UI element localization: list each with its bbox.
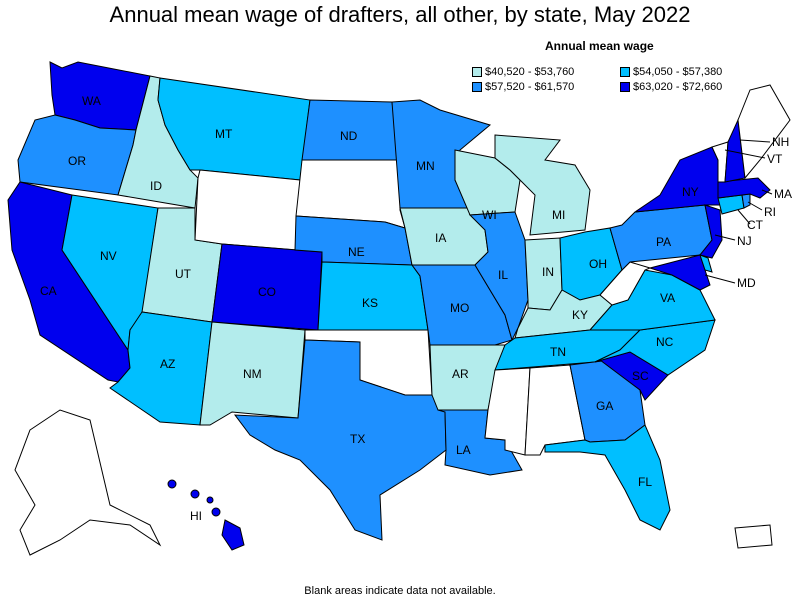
label-id: ID <box>150 179 162 193</box>
label-az: AZ <box>160 357 175 371</box>
state-il[interactable] <box>468 211 529 342</box>
label-ne: NE <box>348 245 365 259</box>
label-nd: ND <box>340 129 358 143</box>
leader-line-vt <box>724 149 766 159</box>
leader-line-md <box>704 274 736 284</box>
state-fl[interactable] <box>544 424 671 531</box>
label-nv: NV <box>100 249 117 263</box>
label-ky: KY <box>572 308 588 322</box>
label-fl: FL <box>638 475 652 489</box>
label-wi: WI <box>482 208 497 222</box>
state-pr[interactable] <box>734 524 773 549</box>
label-oh: OH <box>589 257 607 271</box>
legend-swatch <box>620 67 630 77</box>
label-ks: KS <box>362 296 378 310</box>
legend-item-tier-4: $63,020 - $72,660 <box>620 81 722 93</box>
label-ma: MA <box>774 187 792 201</box>
label-ca: CA <box>40 284 57 298</box>
state-vt[interactable] <box>711 141 729 183</box>
legend-swatch <box>472 82 482 92</box>
label-mi: MI <box>552 208 565 222</box>
label-ut: UT <box>175 267 192 281</box>
label-nc: NC <box>656 335 674 349</box>
label-nj: NJ <box>737 234 752 248</box>
label-mn: MN <box>416 159 435 173</box>
legend-item-tier-2: $54,050 - $57,380 <box>620 66 722 78</box>
state-nc[interactable] <box>594 319 716 376</box>
label-pa: PA <box>656 235 671 249</box>
label-nm: NM <box>243 367 262 381</box>
label-mt: MT <box>215 127 233 141</box>
leader-line-nh <box>739 139 771 143</box>
leader-line-ct <box>737 209 751 225</box>
state-ny[interactable] <box>634 146 721 213</box>
legend-label: $40,520 - $53,760 <box>485 66 575 78</box>
map-title: Annual mean wage of drafters, all other,… <box>109 2 691 27</box>
label-ny: NY <box>682 185 699 199</box>
label-hi: HI <box>190 509 202 523</box>
label-tn: TN <box>550 345 566 359</box>
label-la: LA <box>456 443 471 457</box>
state-ma[interactable] <box>717 177 771 199</box>
state-ri[interactable] <box>741 193 751 209</box>
label-va: VA <box>660 291 675 305</box>
legend-swatch <box>620 82 630 92</box>
label-ga: GA <box>596 399 613 413</box>
label-wa: WA <box>82 94 101 108</box>
legend-label: $57,520 - $61,570 <box>485 81 575 93</box>
label-ct: CT <box>747 218 764 232</box>
label-ar: AR <box>452 367 469 381</box>
state-de[interactable] <box>699 254 713 273</box>
label-ia: IA <box>435 231 446 245</box>
state-nj[interactable] <box>699 204 723 259</box>
label-tx: TX <box>350 432 365 446</box>
state-wy[interactable] <box>194 169 301 251</box>
label-nh: NH <box>772 135 789 149</box>
legend-title: Annual mean wage <box>545 39 654 53</box>
footnote: Blank areas indicate data not available. <box>304 585 496 597</box>
state-tx[interactable] <box>233 339 447 541</box>
leader-line-ri <box>747 201 763 211</box>
label-sc: SC <box>632 369 649 383</box>
label-in: IN <box>542 265 554 279</box>
label-co: CO <box>258 285 276 299</box>
label-il: IL <box>498 268 508 282</box>
leader-line-nj <box>714 234 736 241</box>
state-ak[interactable] <box>14 409 162 556</box>
label-ri: RI <box>764 205 776 219</box>
leader-line-ma <box>761 189 773 195</box>
state-mi[interactable] <box>494 134 591 236</box>
legend-item-tier-3: $57,520 - $61,570 <box>472 81 574 93</box>
label-vt: VT <box>767 152 783 166</box>
legend-label: $54,050 - $57,380 <box>633 66 723 78</box>
legend-swatch <box>472 67 482 77</box>
label-mo: MO <box>450 301 469 315</box>
state-hi[interactable] <box>167 479 245 551</box>
legend-item-tier-1: $40,520 - $53,760 <box>472 66 574 78</box>
label-or: OR <box>68 154 86 168</box>
label-md: MD <box>737 276 756 290</box>
legend-label: $63,020 - $72,660 <box>633 81 723 93</box>
